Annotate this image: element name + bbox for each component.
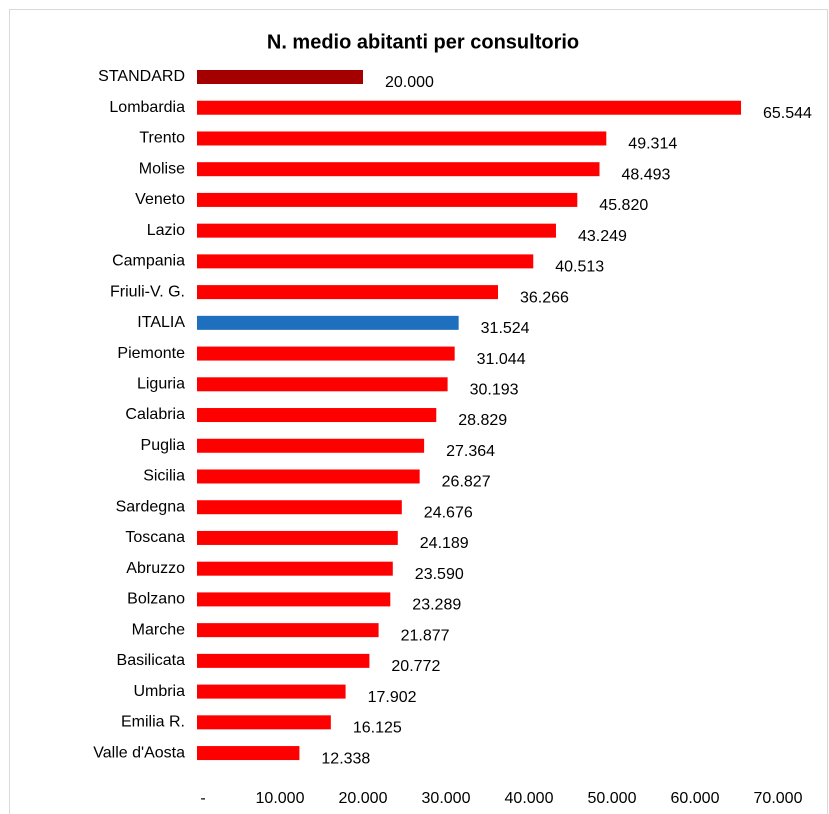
data-label: 16.125 [353,720,402,737]
data-label: 49.314 [628,136,677,153]
bar [197,100,742,115]
x-tick-label: 60.000 [671,790,720,807]
data-label: 30.193 [470,382,519,399]
y-tick-label: Emilia R. [121,714,185,731]
bar [197,223,556,238]
y-tick-label: Sicilia [143,468,185,485]
x-tick-label: 40.000 [505,790,554,807]
bar [197,623,379,638]
data-label: 21.877 [401,627,450,644]
data-label: 17.902 [368,689,417,706]
y-tick-label: Campania [112,253,185,270]
bar [197,131,607,146]
bar [197,684,346,699]
data-label: 26.827 [442,474,491,491]
y-tick-label: Puglia [141,437,186,454]
chart-border [9,9,828,814]
bar [197,408,437,423]
x-tick-label: 70.000 [754,790,803,807]
y-tick-label: Liguria [137,376,185,393]
data-label: 23.590 [415,566,464,583]
y-tick-label: Molise [139,160,185,177]
x-tick-label: - [200,790,205,807]
data-label: 43.249 [578,228,627,245]
y-tick-label: Lombardia [109,99,185,116]
data-label: 24.189 [420,535,469,552]
bar [197,254,534,269]
y-tick-label: Valle d'Aosta [93,744,185,761]
data-label: 24.676 [424,504,473,521]
data-label: 31.524 [481,320,530,337]
y-tick-label: Basilicata [117,652,186,669]
x-tick-label: 20.000 [339,790,388,807]
bar [197,438,425,453]
y-tick-label: Marche [132,621,185,638]
bar [197,162,600,177]
data-label: 36.266 [520,289,569,306]
data-label: 28.829 [458,412,507,429]
bar [197,561,393,576]
bar [197,530,398,545]
data-label: 20.772 [391,658,440,675]
bar [197,192,578,207]
y-tick-label: Veneto [135,191,185,208]
data-label: 40.513 [555,259,604,276]
bar [197,377,448,392]
data-label: 65.544 [763,105,812,122]
bar [197,500,402,515]
y-tick-label: Trento [139,130,185,147]
bar [197,653,370,668]
y-tick-label: STANDARD [98,68,185,85]
data-label: 27.364 [446,443,495,460]
data-label: 20.000 [385,74,434,91]
data-label: 45.820 [599,197,648,214]
data-label: 31.044 [477,351,526,368]
bar [197,346,455,361]
bar [197,592,391,607]
x-tick-label: 30.000 [422,790,471,807]
y-tick-label: Abruzzo [126,560,185,577]
y-tick-label: Friuli-V. G. [110,283,185,300]
y-tick-label: Sardegna [116,498,185,515]
y-tick-label: Lazio [147,222,185,239]
y-tick-label: Calabria [125,406,185,423]
bar [197,746,300,761]
data-label: 48.493 [621,166,670,183]
x-tick-label: 10.000 [256,790,305,807]
y-tick-label: Umbria [133,683,185,700]
bar [197,70,363,84]
chart-title: N. medio abitanti per consultorio [267,31,579,53]
x-tick-label: 50.000 [588,790,637,807]
bar [197,469,420,484]
y-tick-label: Piemonte [117,345,185,362]
bar [197,315,459,330]
bar [197,715,331,730]
y-tick-label: Toscana [125,529,185,546]
bar [197,285,499,300]
data-label: 23.289 [412,597,461,614]
y-tick-label: Bolzano [127,591,185,608]
data-label: 12.338 [321,750,370,767]
y-tick-label: ITALIA [137,314,185,331]
